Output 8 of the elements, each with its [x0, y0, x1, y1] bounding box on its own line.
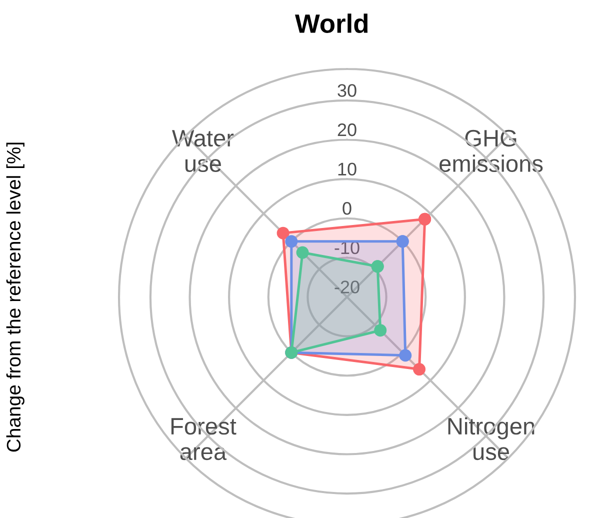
- y-tick-label: 10: [338, 162, 356, 176]
- y-tick-label: -20: [334, 280, 360, 294]
- spoke-label: Nitrogen use: [448, 417, 534, 460]
- y-tick-label: 30: [338, 84, 356, 97]
- chart-title: World: [294, 14, 368, 33]
- y-tick-label: 20: [338, 123, 356, 136]
- y-tick-label: 0: [342, 202, 352, 215]
- text: Change from the reference level [%]: [6, 142, 24, 452]
